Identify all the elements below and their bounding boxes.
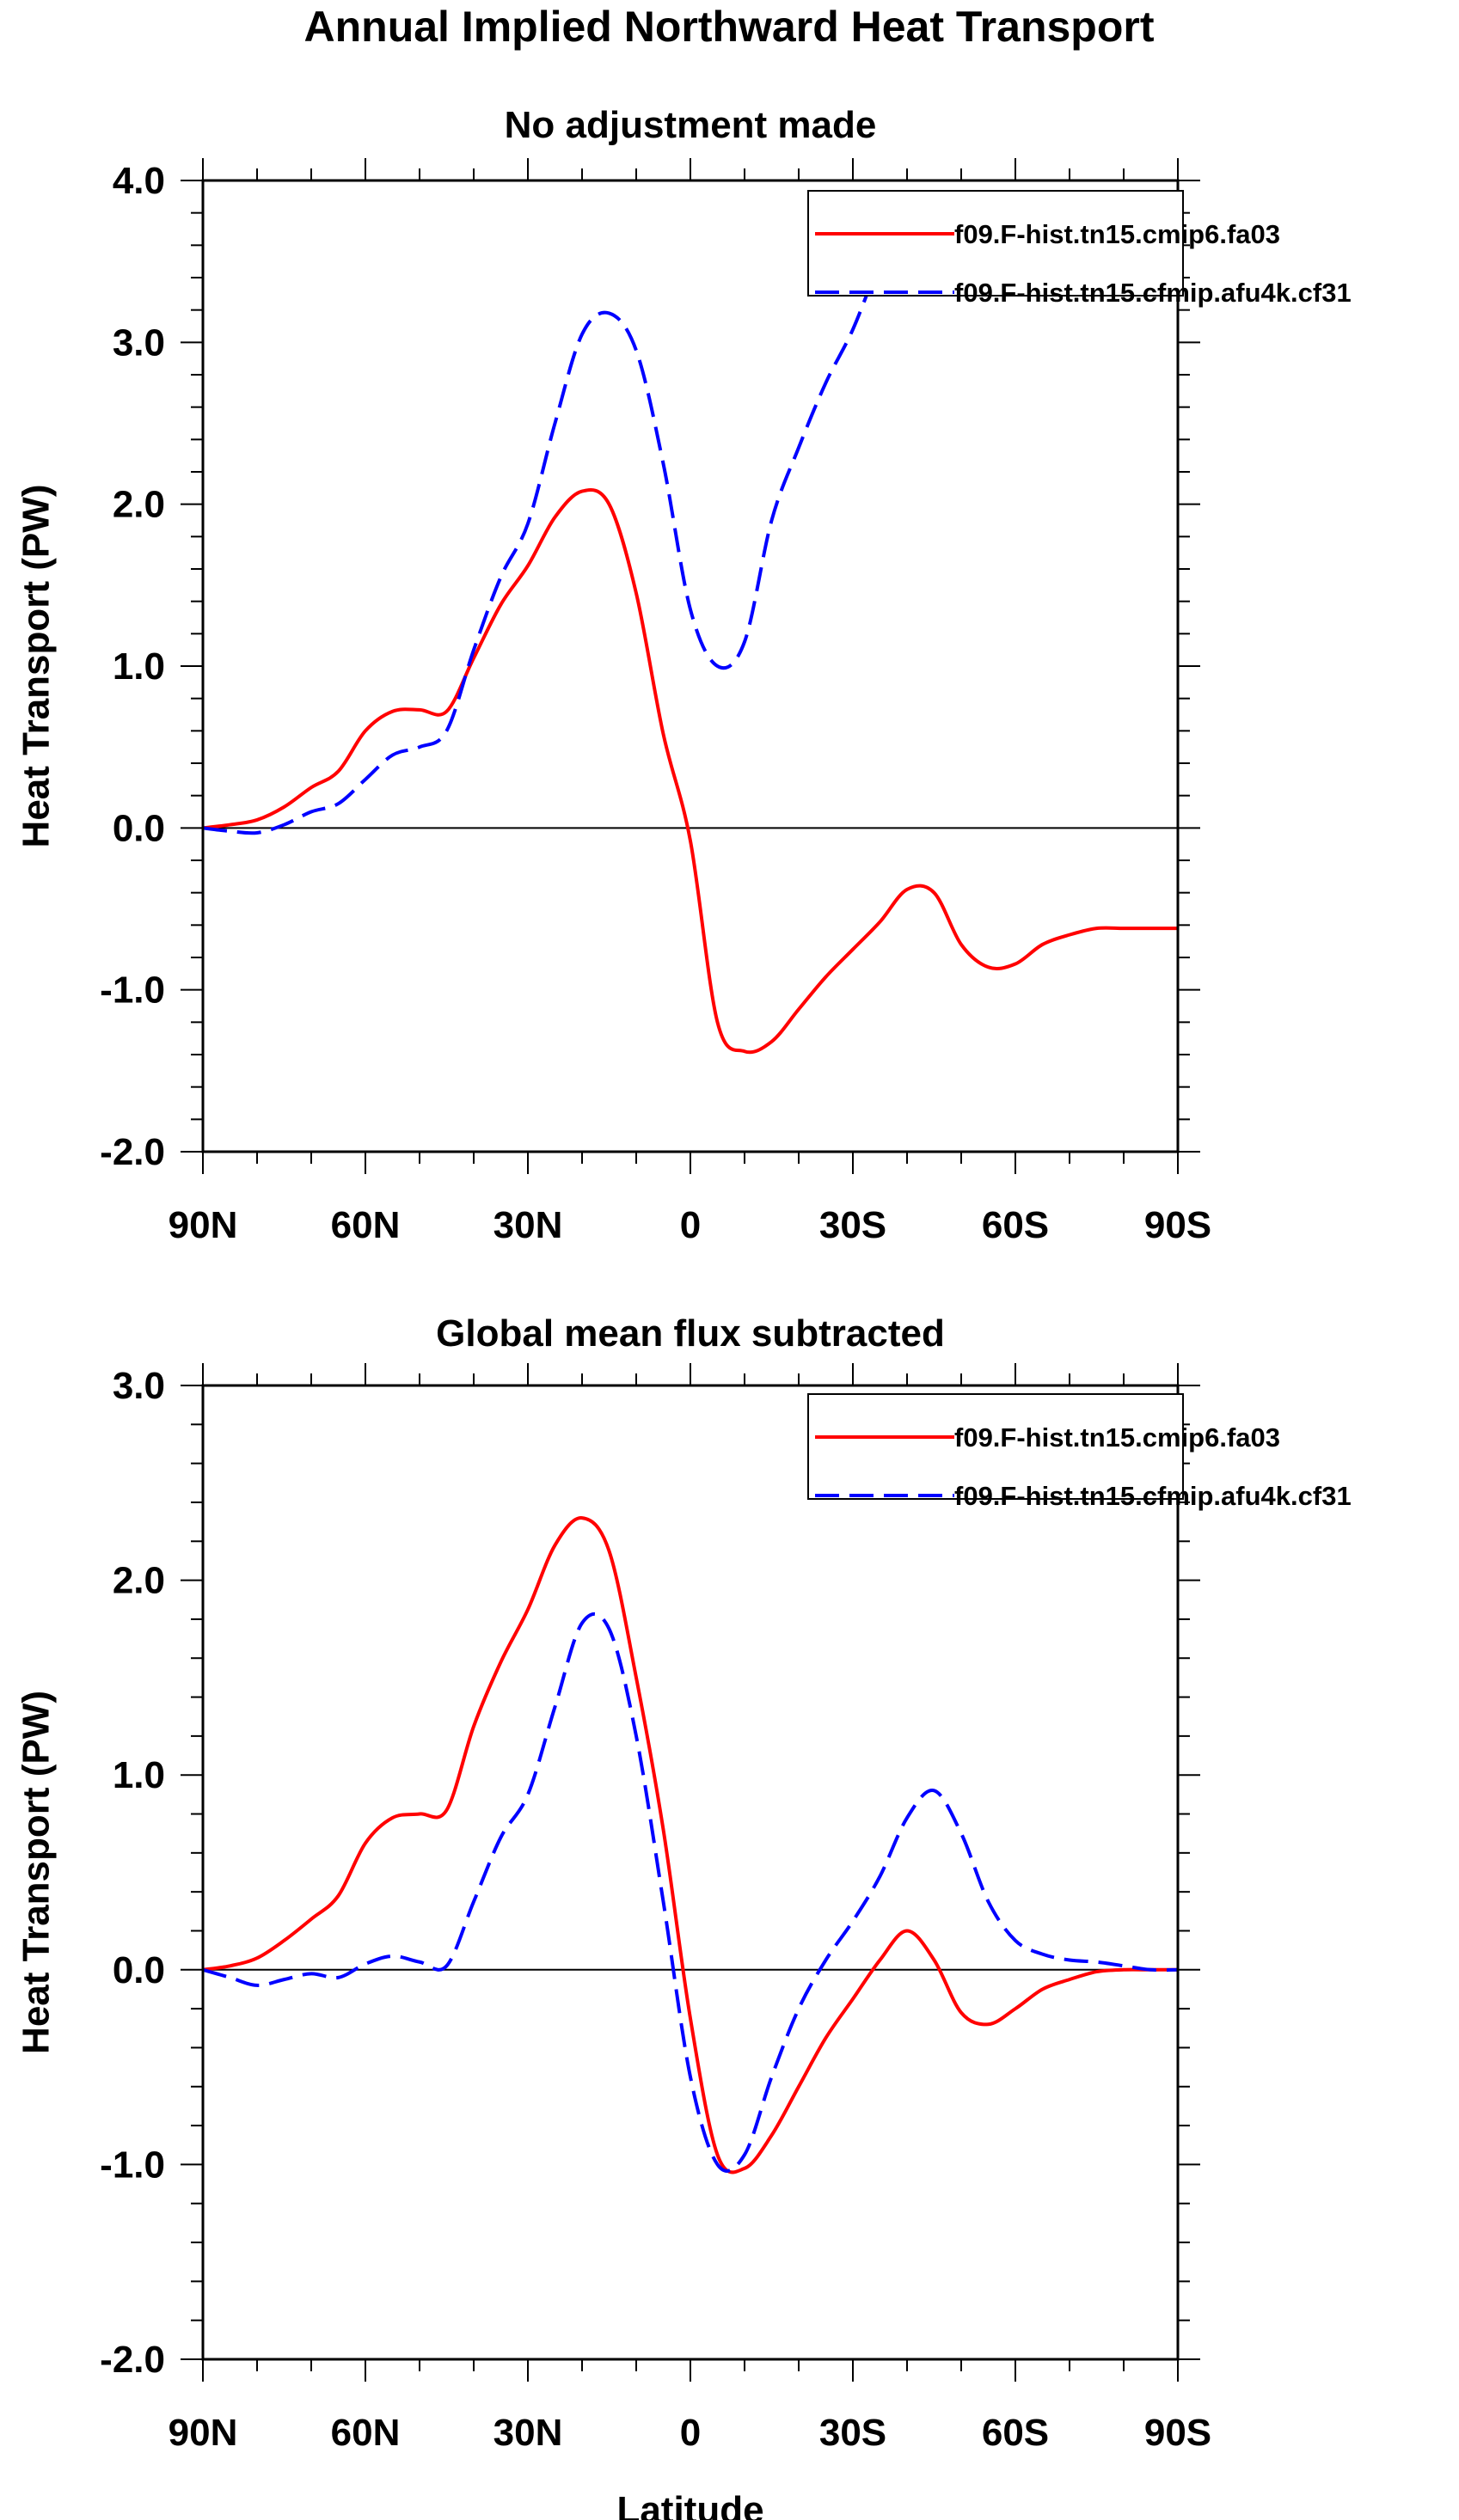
- x-tick-label: 0: [680, 1204, 701, 1246]
- y-tick-label: -2.0: [100, 1131, 165, 1173]
- y-tick-label: 0.0: [113, 1949, 165, 1991]
- chart-title: No adjustment made: [505, 104, 877, 146]
- x-tick-label: 30S: [819, 2412, 886, 2454]
- x-tick-label: 90S: [1144, 2412, 1211, 2454]
- y-tick-label: 0.0: [113, 807, 165, 849]
- x-tick-label: 60S: [982, 1204, 1049, 1246]
- series-line-cf31: [202, 1612, 1179, 2173]
- y-tick-label: -2.0: [100, 2339, 165, 2381]
- x-tick-label: 60S: [982, 2412, 1049, 2454]
- x-tick-label: 90N: [169, 2412, 238, 2454]
- panel-no-adjustment: No adjustment made -2.0 -1.0 0.0 1.0 2.0 3.0 4.…: [15, 104, 1352, 1246]
- y-tick-label: 1.0: [113, 1754, 165, 1796]
- y-axis-label: Heat Transport (PW): [15, 1691, 58, 2054]
- panel-global-mean-subtracted: Global mean flux subtracted -2.0 -1.0 0.0 1.…: [15, 1312, 1352, 2520]
- x-tick-label: 0: [680, 2412, 701, 2454]
- x-tick-label: 60N: [331, 2412, 401, 2454]
- x-tick-label: 30S: [819, 1204, 886, 1246]
- series-line-fa03: [202, 488, 1178, 1055]
- legend-label-fa03: f09.F-hist.tn15.cmip6.fa03: [954, 219, 1280, 249]
- x-axis-label: Latitude: [616, 2489, 763, 2520]
- legend-box: [807, 190, 1184, 297]
- x-tick-label: 90S: [1144, 1204, 1211, 1246]
- y-axis-label: Heat Transport (PW): [15, 485, 58, 848]
- legend-label-cf31: f09.F-hist.tn15.cfmip.afu4k.cf31: [954, 278, 1352, 308]
- y-tick-label: 2.0: [113, 1560, 165, 1602]
- y-tick-label: -1.0: [100, 969, 165, 1012]
- x-tick-label: 30N: [493, 1204, 563, 1246]
- legend-label-cf31: f09.F-hist.tn15.cfmip.afu4k.cf31: [954, 1481, 1352, 1511]
- plot-frame: [201, 179, 1180, 1153]
- y-tick-label: 3.0: [113, 321, 165, 364]
- x-tick-label: 30N: [493, 2412, 563, 2454]
- y-tick-label: -1.0: [100, 2144, 165, 2186]
- figure-title: Annual Implied Northward Heat Transport: [304, 3, 1155, 51]
- y-tick-label: 4.0: [113, 160, 165, 202]
- chart-title: Global mean flux subtracted: [436, 1312, 945, 1355]
- x-tick-label: 60N: [331, 1204, 401, 1246]
- y-tick-label: 1.0: [113, 645, 165, 688]
- legend-label-fa03: f09.F-hist.tn15.cmip6.fa03: [954, 1422, 1280, 1453]
- y-tick-label: 2.0: [113, 484, 165, 526]
- legend-box: [807, 1393, 1184, 1500]
- y-tick-label: 3.0: [113, 1365, 165, 1407]
- x-tick-label: 90N: [169, 1204, 238, 1246]
- series-line-fa03: [202, 1516, 1179, 2174]
